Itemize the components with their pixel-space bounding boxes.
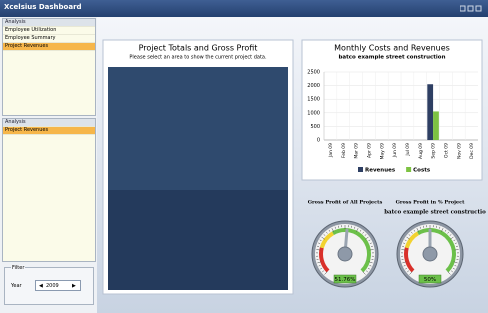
- x-tick-label: Jun 09: [392, 143, 398, 158]
- bar: [427, 84, 433, 140]
- dashboard: Project Totals and Gross Profit Please s…: [0, 0, 488, 313]
- panel-subtitle: Please select an area to show the curren…: [129, 55, 267, 61]
- y-tick-label: 2000: [307, 83, 320, 89]
- chart-title: Monthly Costs and Revenues: [334, 44, 450, 53]
- legend-label: Revenues: [365, 168, 396, 174]
- treemap-area[interactable]: [108, 67, 288, 190]
- legend-swatch: [406, 167, 411, 172]
- legend-swatch: [358, 167, 363, 172]
- y-tick-label: 1000: [307, 110, 320, 116]
- gauge-title: Gross Profit of All Projects: [308, 200, 383, 206]
- y-tick-label: 2500: [307, 70, 320, 76]
- gauge-hub: [338, 247, 352, 261]
- x-tick-label: Mar 09: [354, 143, 360, 159]
- y-tick-label: 0: [317, 138, 320, 144]
- treemap-area[interactable]: [108, 190, 288, 290]
- panel-title: Project Totals and Gross Profit: [139, 44, 258, 53]
- page: {"window":{"title":"Xcelsius Dashboard"}…: [0, 0, 488, 313]
- x-tick-label: Apr 09: [366, 143, 372, 158]
- gauge-value: 50%: [424, 277, 436, 283]
- y-tick-label: 500: [310, 124, 320, 130]
- y-tick-label: 1500: [307, 97, 320, 103]
- x-tick-label: Feb 09: [341, 143, 347, 158]
- gauge-hub: [423, 247, 437, 261]
- gauge-value: 51.76%: [335, 277, 356, 283]
- x-tick-label: Dec 09: [469, 143, 475, 159]
- x-tick-label: Nov 09: [456, 143, 462, 159]
- gauge-subtitle: batco example street constructio: [384, 210, 486, 216]
- x-tick-label: Jul 09: [405, 143, 411, 157]
- x-tick-label: Jan 09: [328, 143, 334, 158]
- legend-label: Costs: [413, 168, 431, 174]
- gauge-title: Gross Profit in % Project: [396, 200, 466, 206]
- chart-subtitle: batco example street construction: [339, 55, 446, 61]
- x-tick-label: Oct 09: [443, 143, 449, 158]
- x-tick-label: Sep 09: [431, 143, 437, 159]
- x-tick-label: May 09: [379, 143, 385, 160]
- x-tick-label: Aug 09: [418, 143, 424, 159]
- bar: [433, 111, 439, 140]
- chart-panel: [302, 40, 482, 180]
